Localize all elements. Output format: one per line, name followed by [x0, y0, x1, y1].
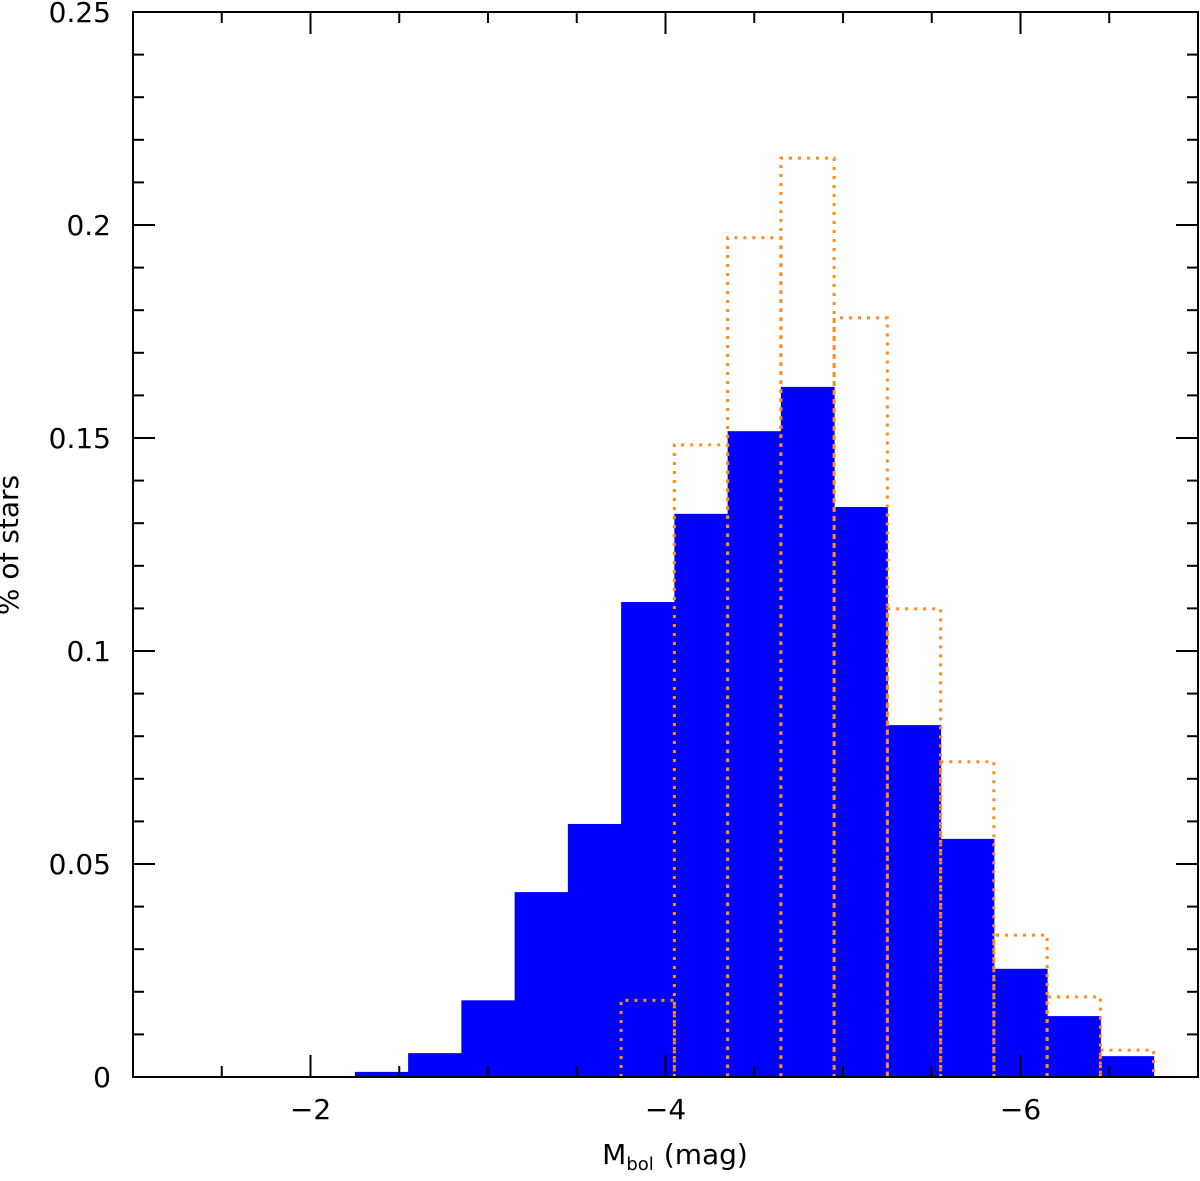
- bar: [780, 386, 835, 1077]
- y-tick-label: 0.15: [49, 422, 111, 455]
- y-tick-label: 0: [93, 1061, 111, 1094]
- bar: [514, 892, 569, 1077]
- bar: [940, 838, 995, 1077]
- y-tick-label: 0.25: [49, 0, 111, 29]
- bar: [727, 431, 782, 1078]
- bar: [674, 513, 729, 1077]
- bar-outline: [832, 316, 889, 1077]
- bar: [567, 823, 622, 1077]
- bar: [887, 725, 942, 1077]
- bar: [834, 507, 888, 1078]
- y-axis-label: % of stars: [0, 475, 25, 615]
- bar: [1047, 1016, 1101, 1077]
- bar-outline: [619, 998, 676, 1077]
- bar: [1100, 1056, 1155, 1077]
- bar: [408, 1053, 462, 1077]
- bar: [621, 602, 675, 1077]
- x-tick-label: −6: [1000, 1093, 1041, 1126]
- bar: [461, 1000, 516, 1077]
- bar-outline: [1045, 995, 1102, 1077]
- x-tick-label: −4: [645, 1093, 686, 1126]
- x-axis-label: Mbol (mag): [602, 1138, 748, 1175]
- bar-outline: [726, 236, 783, 1077]
- y-tick-label: 0.1: [66, 635, 111, 668]
- x-label-sub: bol: [626, 1154, 653, 1175]
- y-tick-label: 0.2: [66, 209, 111, 242]
- y-tick-label: 0.05: [49, 848, 111, 881]
- bar: [354, 1071, 409, 1077]
- x-tick-label: −2: [290, 1093, 331, 1126]
- x-label-unit: (mag): [664, 1138, 748, 1171]
- bar-outline: [885, 607, 943, 1077]
- x-label-main: M: [602, 1138, 626, 1171]
